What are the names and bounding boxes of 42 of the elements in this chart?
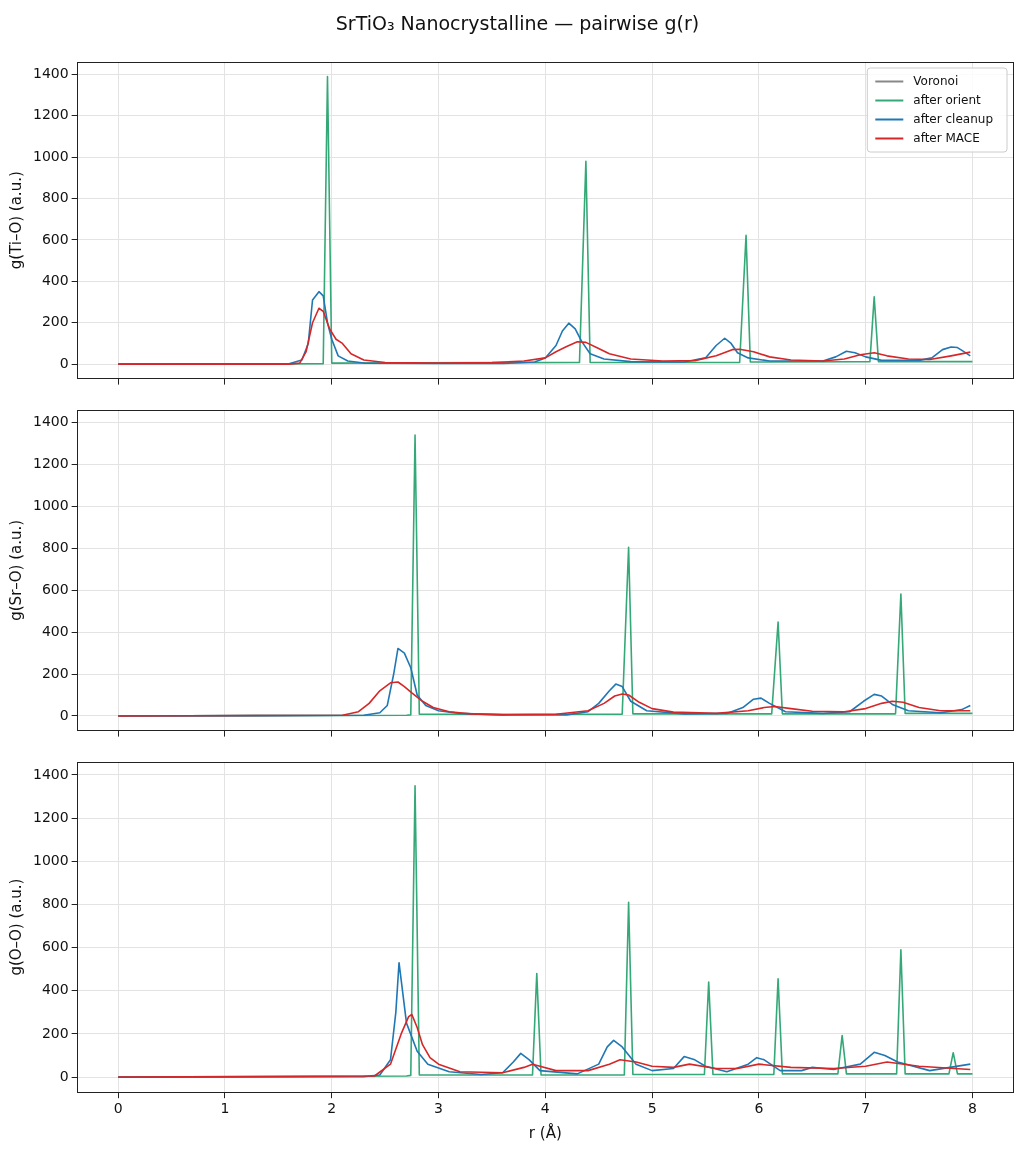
y-tick-label: 200: [41, 313, 69, 330]
x-tick-label: 4: [540, 1100, 550, 1117]
legend-label: after MACE: [913, 130, 980, 145]
y-tick-label: 1000: [32, 497, 69, 514]
y-tick-label: 200: [41, 1024, 69, 1041]
y-tick-label: 1200: [32, 106, 69, 123]
y-tick-label: 0: [59, 354, 69, 371]
y-tick-label: 1000: [32, 147, 69, 164]
y-axis-title: g(Ti–O) (a.u.): [6, 171, 25, 270]
x-tick-label: 3: [434, 1100, 443, 1117]
x-tick-label: 8: [967, 1100, 977, 1117]
x-tick-label: 2: [327, 1100, 337, 1117]
y-axis-title: g(O–O) (a.u.): [6, 878, 25, 976]
y-tick-label: 400: [41, 271, 69, 288]
y-tick-label: 600: [41, 580, 69, 597]
y-tick-label: 800: [41, 189, 69, 206]
y-tick-label: 400: [41, 622, 69, 639]
x-tick-label: 7: [861, 1100, 871, 1117]
y-tick-label: 200: [41, 664, 69, 681]
y-tick-label: 1200: [32, 808, 69, 825]
x-tick-label: 5: [647, 1100, 657, 1117]
chart-title: SrTiO₃ Nanocrystalline — pairwise g(r): [334, 12, 701, 34]
y-tick-label: 0: [59, 706, 69, 723]
x-tick-label: 6: [754, 1100, 764, 1117]
y-tick-label: 600: [41, 230, 69, 247]
y-tick-label: 1400: [32, 765, 69, 782]
y-axis-title: g(Sr–O) (a.u.): [6, 519, 25, 621]
legend-label: after orient: [913, 92, 982, 107]
y-tick-label: 1200: [32, 455, 69, 472]
y-tick-label: 1400: [32, 413, 69, 430]
y-tick-label: 1400: [32, 65, 69, 82]
y-tick-label: 800: [41, 895, 69, 912]
y-tick-label: 400: [41, 981, 69, 998]
y-tick-label: 600: [41, 938, 69, 955]
y-tick-label: 1000: [32, 851, 69, 868]
legend-label: Voronoi: [913, 73, 959, 88]
y-tick-label: 800: [41, 538, 69, 555]
x-tick-label: 1: [220, 1100, 230, 1117]
x-axis-title: r (Å): [528, 1122, 562, 1142]
y-tick-label: 0: [59, 1067, 69, 1084]
x-tick-label: 0: [113, 1100, 123, 1117]
legend-label: after cleanup: [913, 111, 993, 126]
